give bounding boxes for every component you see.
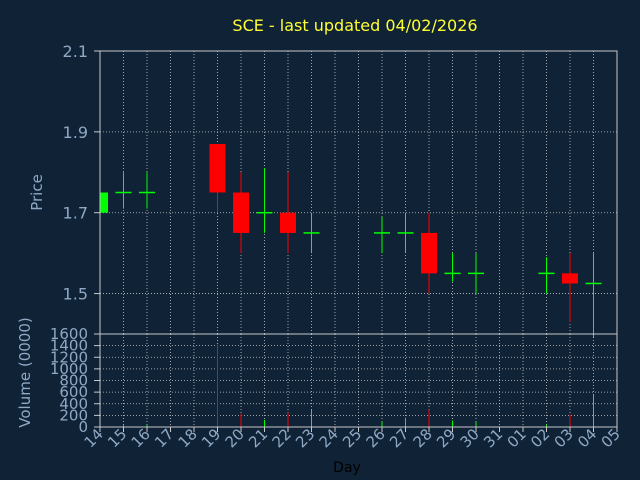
volume-tick-label: 1200 bbox=[50, 348, 88, 366]
day-tick-label: 26 bbox=[363, 425, 389, 451]
day-tick-label: 27 bbox=[386, 425, 412, 451]
day-tick-label: 01 bbox=[504, 425, 530, 451]
volume-tick-label: 1400 bbox=[50, 337, 88, 355]
day-tick-label: 19 bbox=[198, 425, 224, 451]
candle-body bbox=[421, 232, 437, 274]
day-tick-label: 25 bbox=[339, 425, 365, 451]
candle bbox=[99, 192, 108, 213]
candle bbox=[374, 216, 390, 254]
candle-body bbox=[280, 212, 296, 233]
candle bbox=[585, 253, 602, 339]
candle bbox=[256, 168, 273, 233]
candle bbox=[468, 253, 484, 294]
price-grid bbox=[99, 50, 618, 334]
price-tick-label: 1.5 bbox=[63, 285, 88, 304]
candle bbox=[538, 257, 555, 294]
volume-tick-label: 1600 bbox=[50, 325, 88, 343]
day-tick-label: 15 bbox=[104, 425, 130, 451]
day-tick-label: 05 bbox=[598, 425, 624, 451]
volume-grid bbox=[99, 333, 618, 428]
day-tick-label: 29 bbox=[433, 425, 459, 451]
day-tick-label: 23 bbox=[292, 425, 318, 451]
price-candles bbox=[99, 143, 602, 339]
price-tick-label: 1.9 bbox=[63, 123, 88, 142]
day-tick-label: 02 bbox=[527, 425, 553, 451]
volume-tick-label: 1000 bbox=[50, 360, 88, 378]
day-tick-label: 04 bbox=[574, 425, 600, 451]
volume-tick-label: 200 bbox=[59, 406, 88, 424]
chart-title: SCE - last updated 04/02/2026 bbox=[232, 16, 477, 35]
price-tick-label: 2.1 bbox=[63, 42, 88, 61]
candle-body bbox=[233, 192, 249, 233]
day-tick-label: 30 bbox=[457, 425, 483, 451]
volume-axis-label: Volume (0000) bbox=[16, 317, 34, 427]
price-tick-label: 1.7 bbox=[63, 204, 88, 223]
candle bbox=[233, 172, 249, 254]
day-tick-label: 16 bbox=[128, 425, 154, 451]
candle bbox=[397, 212, 414, 254]
candle bbox=[562, 253, 578, 322]
candle bbox=[209, 143, 226, 213]
day-tick-label: 17 bbox=[151, 425, 177, 451]
volume-tick-label: 400 bbox=[59, 395, 88, 413]
volume-tick-label: 0 bbox=[78, 418, 88, 436]
day-tick-label: 31 bbox=[480, 425, 506, 451]
volume-tick-label: 600 bbox=[59, 383, 88, 401]
day-tick-label: 24 bbox=[316, 425, 342, 451]
candle bbox=[115, 172, 132, 209]
day-tick-label: 22 bbox=[269, 425, 295, 451]
price-axis-label: Price bbox=[28, 174, 46, 211]
candle bbox=[280, 172, 296, 254]
candle-body bbox=[209, 143, 226, 193]
candle-body bbox=[100, 192, 108, 213]
price-axis: 1.5 1.7 1.9 2.1 bbox=[63, 42, 100, 304]
volume-bars bbox=[99, 344, 594, 427]
day-tick-label: 21 bbox=[245, 425, 271, 451]
day-axis-label: Day bbox=[333, 460, 361, 476]
candle bbox=[421, 212, 437, 294]
candle bbox=[139, 172, 155, 209]
day-tick-label: 18 bbox=[175, 425, 201, 451]
volume-tick-label: 800 bbox=[59, 372, 88, 390]
day-tick-label: 20 bbox=[222, 425, 248, 451]
candle bbox=[303, 212, 320, 254]
day-tick-label: 03 bbox=[551, 425, 577, 451]
candle bbox=[444, 253, 461, 282]
candle-body bbox=[562, 273, 578, 284]
day-axis: 1415161718192021222324252627282930310102… bbox=[81, 425, 624, 451]
day-tick-label: 28 bbox=[410, 425, 436, 451]
